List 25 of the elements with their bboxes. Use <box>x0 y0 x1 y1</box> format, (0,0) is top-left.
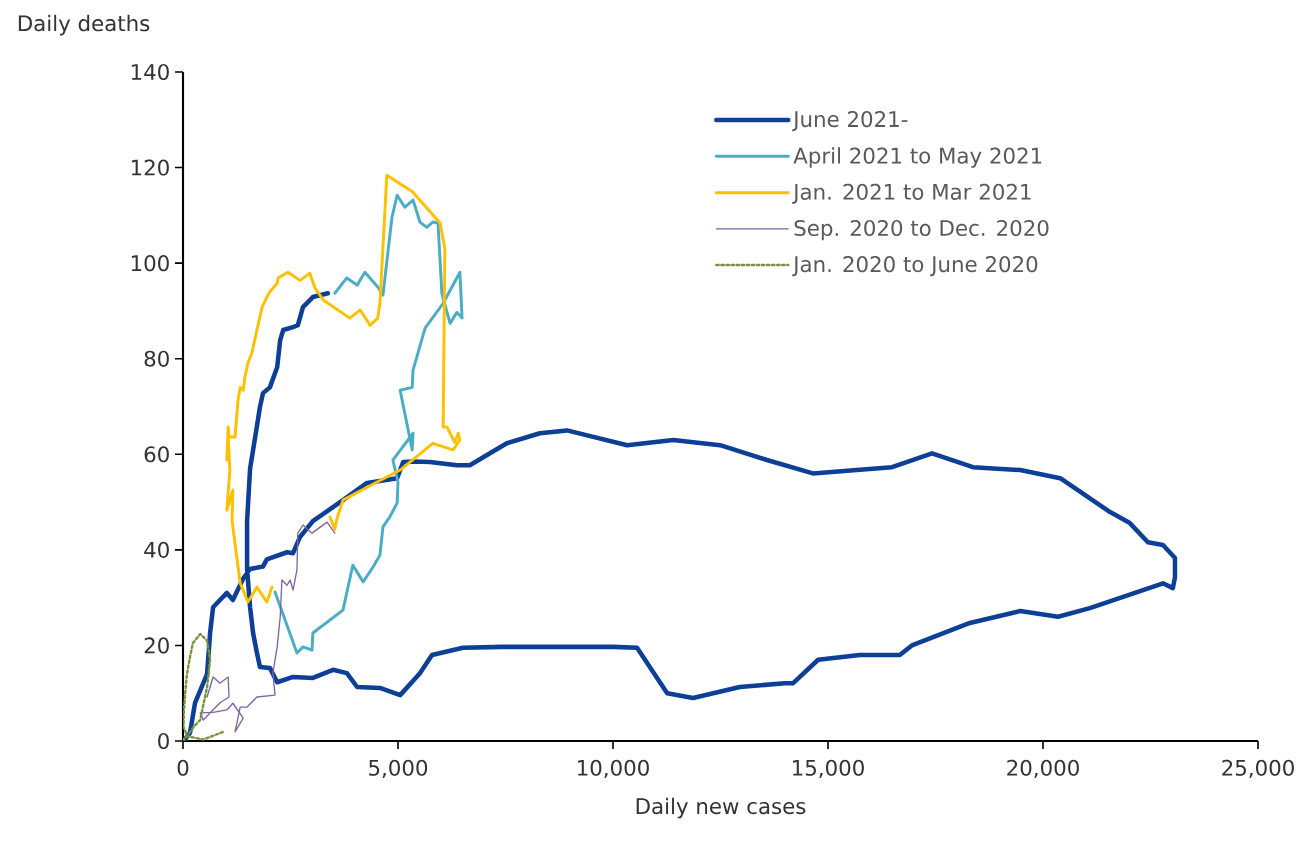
y-tick-label: 80 <box>144 350 169 367</box>
legend-label: June 2021- <box>792 111 908 132</box>
y-tick-label: 140 <box>131 63 169 81</box>
x-tick-label: 15,000 <box>793 759 864 779</box>
y-axis-title: Daily deaths <box>18 14 150 36</box>
y-tick-label: 40 <box>144 541 169 558</box>
line-series <box>225 173 462 604</box>
y-tick-label: 60 <box>144 446 169 463</box>
x-tick-label: 10,000 <box>578 759 649 779</box>
y-tick-label: 20 <box>144 637 169 654</box>
line-series <box>273 193 464 655</box>
legend-label: Jan. 2020 to June 2020 <box>792 256 1038 277</box>
legend-label: Jan. 2021 to Mar 2021 <box>792 183 1031 204</box>
y-tick-label: 0 <box>158 732 169 750</box>
x-tick-label: 25,000 <box>1222 759 1294 779</box>
line-series <box>183 632 225 741</box>
legend-label: April 2021 to May 2021 <box>793 147 1042 168</box>
x-tick-label: 0 <box>177 759 189 776</box>
legend-label: Sep. 2020 to Dec. 2020 <box>794 219 1049 241</box>
y-tick-label: 120 <box>131 159 169 176</box>
x-tick-label: 20,000 <box>1007 759 1079 779</box>
x-tick-label: 5,000 <box>369 759 428 779</box>
x-axis-title: Daily new cases <box>636 797 806 819</box>
y-tick-label: 100 <box>131 255 169 272</box>
line-series <box>199 521 336 733</box>
